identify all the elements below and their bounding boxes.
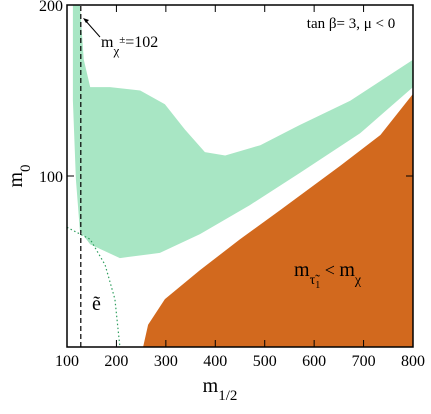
x-tick-label: 500 <box>253 353 277 370</box>
params-annotation: tan β= 3, μ < 0 <box>307 16 395 32</box>
text: 0 <box>18 164 34 172</box>
text: < <box>320 260 339 280</box>
text: ± <box>119 34 125 46</box>
y-tick-label: 100 <box>39 169 63 186</box>
region <box>72 5 414 259</box>
x-tick-label: 400 <box>203 353 227 370</box>
y-axis-label: m0 <box>5 164 34 187</box>
text: χ <box>112 43 119 58</box>
text: χ <box>354 273 362 288</box>
text: m <box>5 172 27 188</box>
x-tick-label: 800 <box>401 353 425 370</box>
plot-area: 100 200 300 400 500 600 700 800 100 200 <box>39 0 425 370</box>
arrow-head <box>83 18 89 23</box>
region <box>143 93 413 348</box>
text: m <box>101 34 114 51</box>
text: m <box>339 259 355 281</box>
x-tick-label: 300 <box>154 353 178 370</box>
chargino-annotation: mχ±=102 <box>101 34 158 58</box>
selectron-annotation: ẽ <box>92 293 101 315</box>
x-axis-label: m1/2 <box>203 375 238 404</box>
text: m <box>294 259 310 281</box>
x-tick-label: 600 <box>302 353 326 370</box>
x-tick-label: 200 <box>104 353 128 370</box>
text: 1 <box>315 280 320 291</box>
limit-curve <box>66 226 121 348</box>
text: τ̃ <box>310 273 321 288</box>
stau-annotation: mτ̃1 < mχ <box>294 259 362 291</box>
y-tick-label: 200 <box>39 0 63 15</box>
arrow <box>84 19 101 38</box>
x-tick-label: 100 <box>55 353 79 370</box>
text: m <box>203 375 219 397</box>
text: 1/2 <box>218 388 237 404</box>
x-tick-label: 700 <box>352 353 376 370</box>
text: =102 <box>125 34 158 51</box>
